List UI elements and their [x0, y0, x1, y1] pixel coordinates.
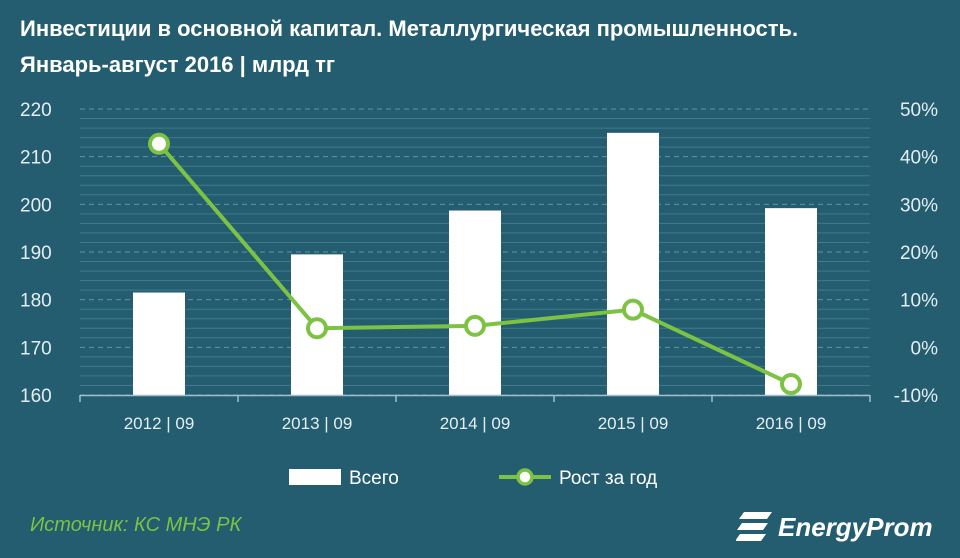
y-right-tick-label: 50%: [900, 100, 938, 121]
y-left-tick-label: 170: [20, 338, 52, 359]
y-right-tick-label: -10%: [894, 386, 938, 407]
x-tick-label: 2014 | 09: [440, 414, 511, 433]
chart-title: Инвестиции в основной капитал. Металлург…: [20, 16, 799, 41]
x-tick-label: 2015 | 09: [598, 414, 669, 433]
bar: [765, 208, 817, 395]
axes: 160 170 180 190 200 210 220 -10% 0% 10% 20% 30% 40% 5…: [20, 100, 938, 433]
energyprom-logo-icon: [735, 512, 772, 541]
logo-text: EnergyProm: [778, 512, 933, 542]
x-tick-label: 2013 | 09: [282, 414, 353, 433]
bar: [607, 132, 659, 396]
chart-subtitle: Январь-август 2016 | млрд тг: [20, 52, 336, 77]
y-right-tick-label: 40%: [900, 148, 938, 169]
y-right-tick-label: 10%: [900, 291, 938, 312]
legend-label-total: Всего: [349, 468, 399, 489]
y-right-tick-label: 20%: [900, 243, 938, 264]
combo-chart: 160 170 180 190 200 210 220 -10% 0% 10% 20% 30% 40% 5…: [20, 100, 938, 489]
line-point: [780, 373, 802, 396]
legend-line-marker: [516, 468, 534, 486]
y-left-tick-label: 180: [20, 291, 52, 312]
line-point: [622, 298, 644, 321]
growth-line-series: [148, 132, 802, 396]
legend-label-growth: Рост за год: [559, 468, 657, 489]
line-point: [306, 317, 328, 340]
y-left-tick-label: 210: [20, 148, 52, 169]
legend-bar-swatch: [289, 469, 341, 485]
bar: [133, 292, 185, 395]
line-point: [464, 314, 486, 337]
y-left-tick-label: 220: [20, 100, 52, 121]
y-left-tick-label: 200: [20, 195, 52, 216]
bar: [449, 210, 501, 395]
y-left-tick-label: 190: [20, 243, 52, 264]
x-tick-label: 2016 | 09: [756, 414, 827, 433]
source-note: Источник: КС МНЭ РК: [30, 514, 242, 536]
energyprom-logo: EnergyProm: [735, 508, 950, 548]
y-right-tick-label: 30%: [900, 195, 938, 216]
line-point: [148, 132, 170, 155]
y-left-tick-label: 160: [20, 386, 52, 407]
y-right-tick-label: 0%: [911, 338, 939, 359]
bars-series: [133, 132, 817, 396]
x-tick-label: 2012 | 09: [124, 414, 195, 433]
legend: Всего Рост за год: [289, 468, 657, 489]
